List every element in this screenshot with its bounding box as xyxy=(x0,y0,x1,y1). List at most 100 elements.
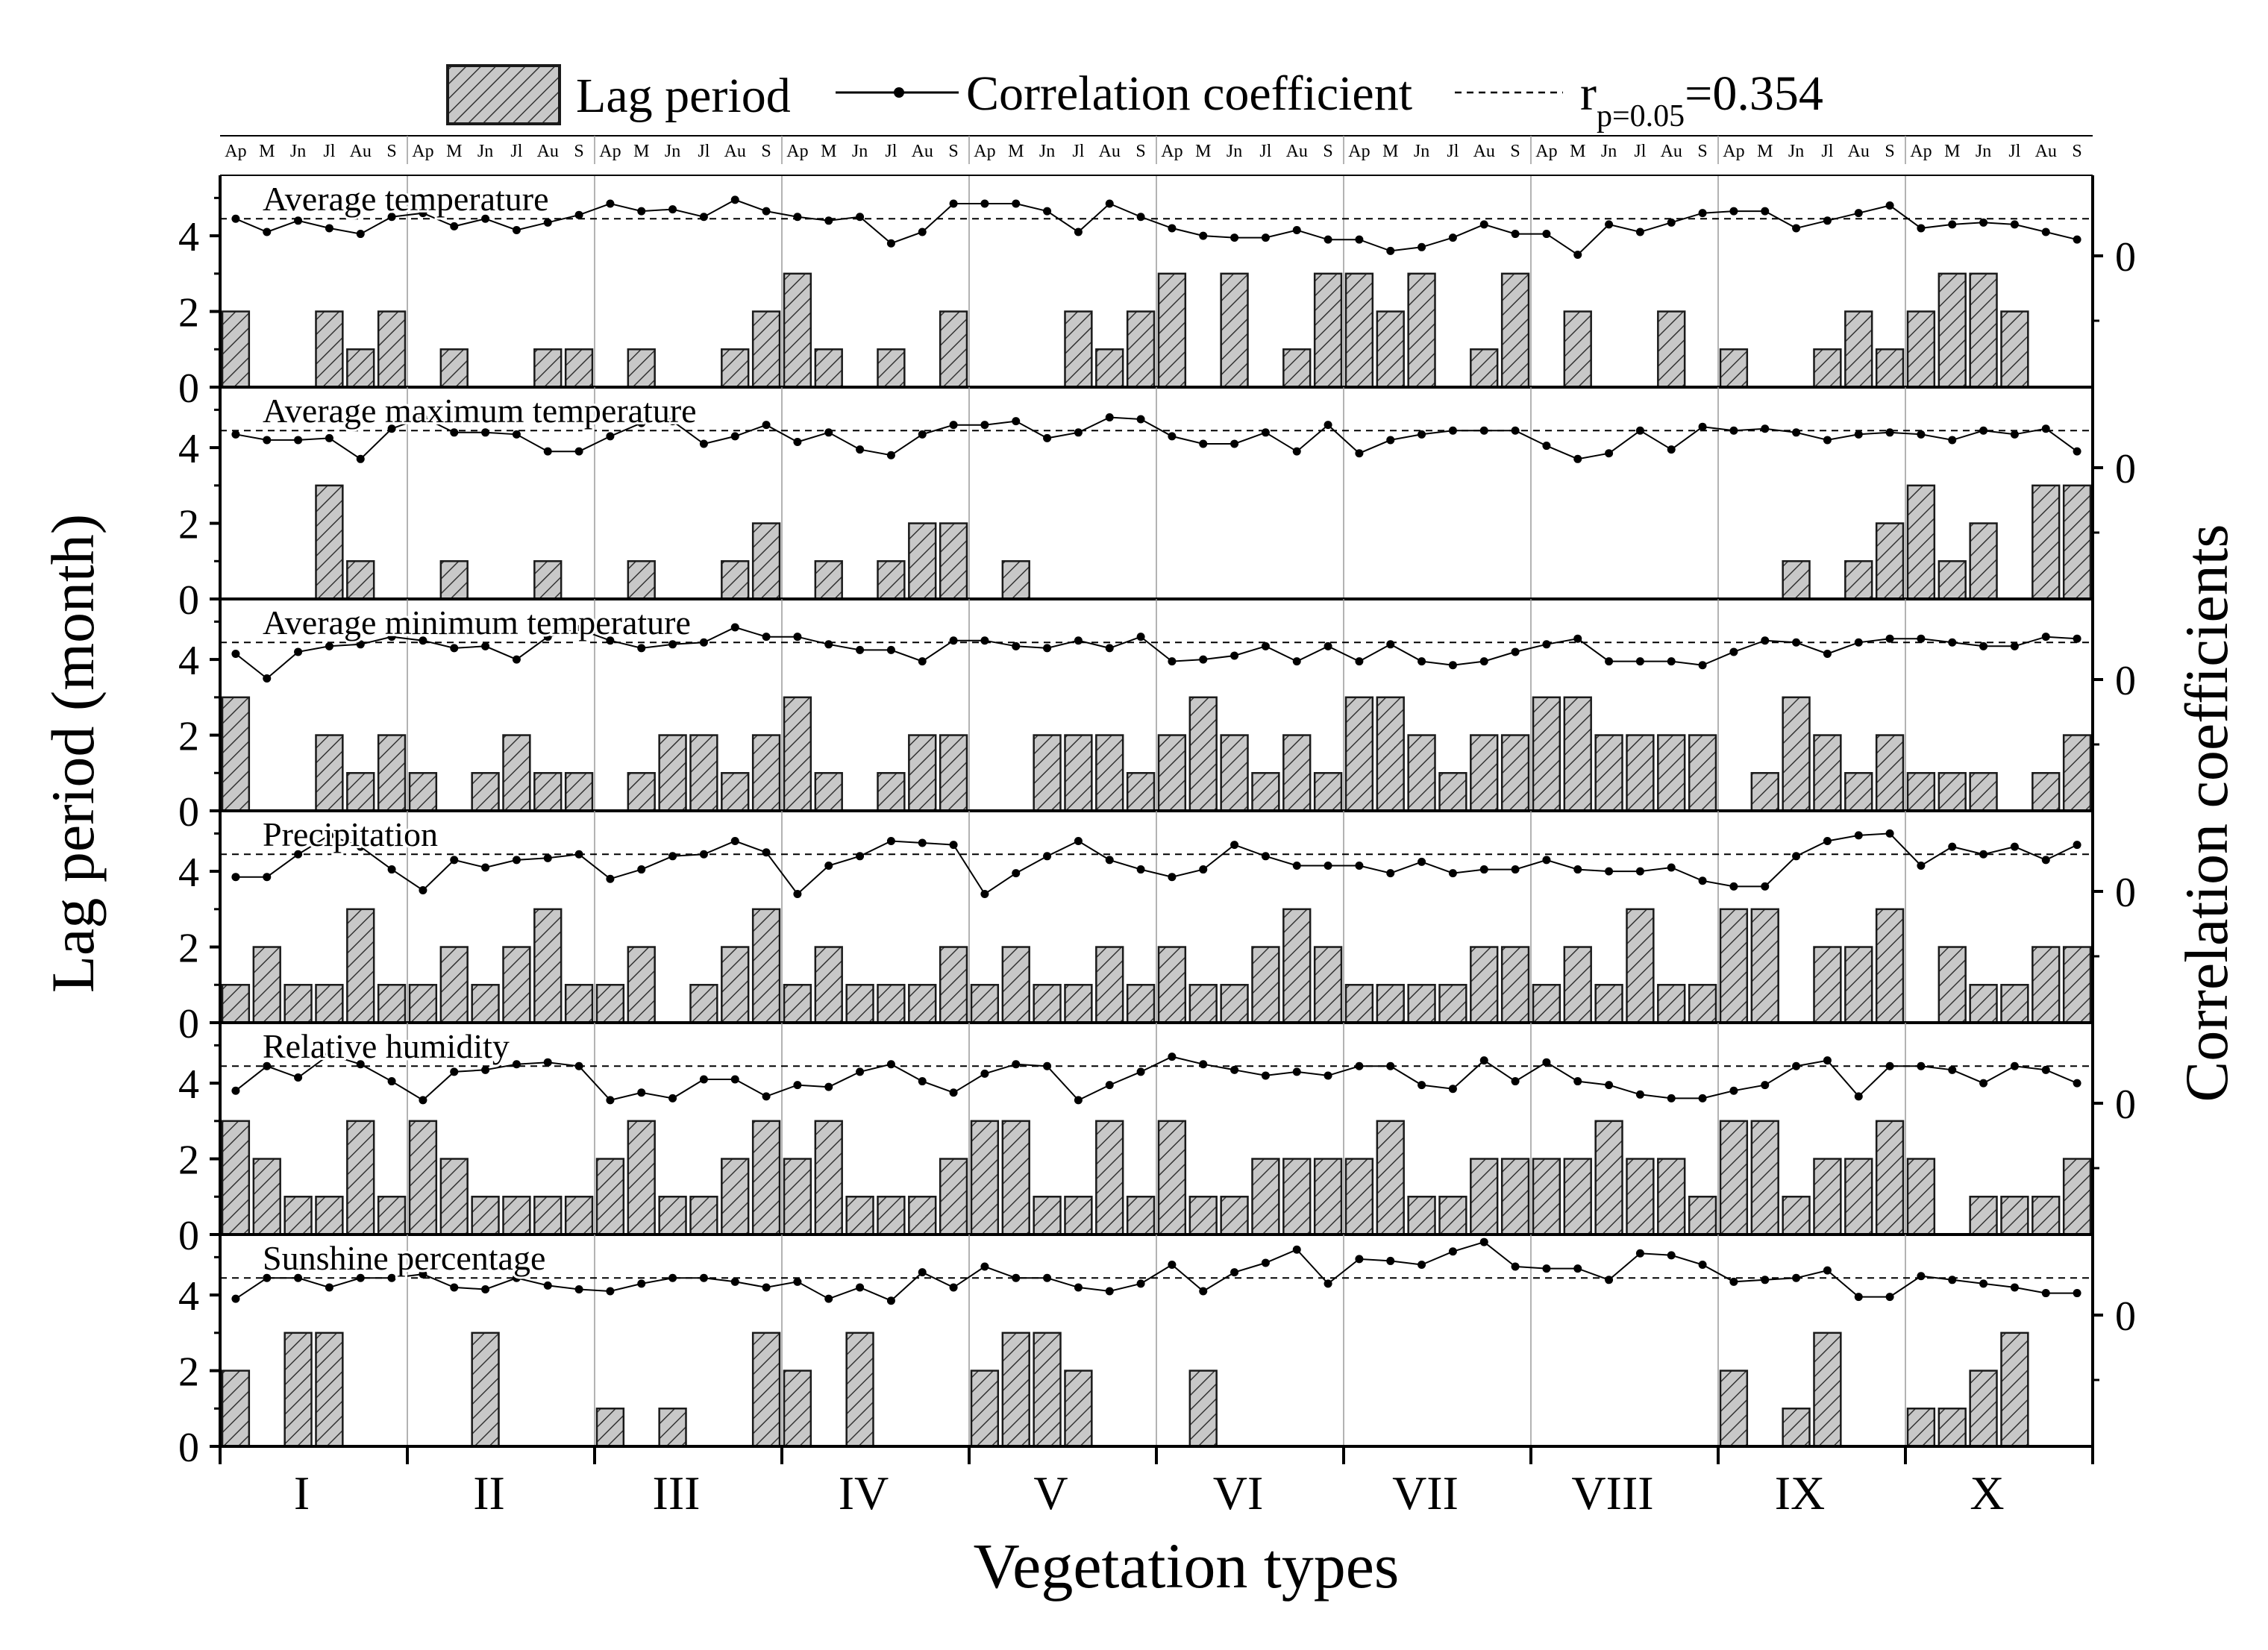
correlation-point xyxy=(856,1283,865,1292)
correlation-point xyxy=(356,454,365,463)
correlation-point xyxy=(1323,421,1332,430)
lag-bar xyxy=(1282,734,1312,812)
lag-bar xyxy=(1313,946,1343,1024)
correlation-point xyxy=(294,850,303,859)
correlation-point xyxy=(1635,426,1644,435)
correlation-point xyxy=(1448,1247,1457,1256)
month-tick-label: Jn xyxy=(1976,142,1991,161)
month-tick-label: Jl xyxy=(1634,142,1646,161)
lag-bar xyxy=(252,946,281,1024)
panel-5: Relative humidity 0 2 4 0 xyxy=(178,1023,2136,1259)
correlation-point xyxy=(606,636,615,645)
right-tick-label: 0 xyxy=(2115,1082,2136,1128)
correlation-point xyxy=(1479,1056,1488,1065)
lag-bar xyxy=(315,1196,344,1236)
correlation-point xyxy=(325,831,333,840)
lag-bar xyxy=(1657,310,1686,389)
correlation-point xyxy=(1948,220,1957,229)
month-tick-label: S xyxy=(761,142,771,161)
month-tick-label: Au xyxy=(537,142,559,161)
correlation-point xyxy=(730,1277,739,1286)
correlation-point xyxy=(1823,837,1832,846)
correlation-point xyxy=(762,421,771,430)
month-tick-label: S xyxy=(574,142,583,161)
lag-bar xyxy=(783,272,812,389)
lag-bar xyxy=(1813,946,1842,1024)
correlation-point xyxy=(543,853,552,862)
correlation-point xyxy=(1605,220,1614,229)
lag-bar xyxy=(689,734,718,812)
correlation-point xyxy=(1261,1258,1270,1267)
correlation-point xyxy=(824,428,833,437)
lag-bar xyxy=(1001,1120,1030,1236)
lag-bar xyxy=(1969,1370,1998,1448)
month-tick-label: Au xyxy=(724,142,746,161)
correlation-point xyxy=(1261,642,1270,650)
correlation-point xyxy=(1479,1238,1488,1246)
correlation-point xyxy=(1479,865,1488,874)
lag-bar xyxy=(814,772,843,812)
correlation-point xyxy=(699,439,708,448)
correlation-point xyxy=(1386,640,1395,649)
lag-bar xyxy=(1407,272,1436,389)
month-tick-label: Ap xyxy=(412,142,433,161)
lag-bar xyxy=(1251,1158,1280,1236)
group-label: VII xyxy=(1392,1467,1459,1519)
correlation-point xyxy=(2010,220,2019,229)
correlation-point xyxy=(2073,634,2081,643)
correlation-point xyxy=(1012,1273,1021,1282)
correlation-point xyxy=(886,1060,895,1069)
lag-bar xyxy=(1001,560,1030,600)
correlation-point xyxy=(1355,861,1364,870)
correlation-point xyxy=(481,428,490,437)
correlation-point xyxy=(918,228,927,236)
correlation-point xyxy=(699,1075,708,1084)
correlation-point xyxy=(231,649,240,658)
month-tick-label: S xyxy=(1135,142,1145,161)
lag-bar xyxy=(939,734,968,812)
correlation-point xyxy=(762,633,771,642)
lag-bar xyxy=(1532,696,1561,812)
lag-bar xyxy=(1033,734,1062,812)
month-tick-label: Ap xyxy=(1910,142,1932,161)
correlation-point xyxy=(356,640,365,649)
lag-bar xyxy=(346,1120,375,1236)
panel-title: Sunshine percentage xyxy=(263,1239,545,1277)
correlation-point xyxy=(1012,417,1021,426)
correlation-point xyxy=(1979,642,1988,650)
correlation-point xyxy=(1542,230,1551,239)
correlation-point xyxy=(356,842,365,851)
lag-bar xyxy=(595,984,625,1024)
correlation-point xyxy=(294,436,303,445)
correlation-point xyxy=(949,636,958,645)
panel-1: Average temperature 0 2 4 0 xyxy=(178,175,2136,412)
correlation-point xyxy=(886,239,895,248)
correlation-point xyxy=(1199,1287,1208,1296)
correlation-point xyxy=(637,207,646,216)
lag-bar xyxy=(1500,272,1530,389)
correlation-point xyxy=(824,861,833,870)
lag-bar xyxy=(908,1196,937,1236)
correlation-point xyxy=(1573,865,1582,874)
lag-bar xyxy=(1064,734,1093,812)
correlation-point xyxy=(1136,1067,1145,1076)
correlation-line xyxy=(235,416,2078,460)
month-tick-label: Ap xyxy=(786,142,808,161)
correlation-point xyxy=(1168,1261,1177,1270)
correlation-point xyxy=(1542,856,1551,865)
lag-bar xyxy=(1906,484,1936,600)
correlation-point xyxy=(1043,852,1052,861)
correlation-point xyxy=(1698,1261,1707,1270)
lag-bar xyxy=(564,772,594,812)
correlation-point xyxy=(1292,447,1301,456)
lag-bar xyxy=(1220,984,1249,1024)
correlation-point xyxy=(668,640,677,649)
correlation-point xyxy=(1199,655,1208,664)
axes: I II III IV V VI VII VIII IX X xyxy=(219,175,2094,1519)
correlation-point xyxy=(1355,235,1364,244)
left-tick-label: 0 xyxy=(178,789,199,835)
correlation-point xyxy=(1761,882,1770,891)
lag-bar xyxy=(346,772,375,812)
correlation-point xyxy=(512,856,521,865)
lag-bar xyxy=(471,984,500,1024)
